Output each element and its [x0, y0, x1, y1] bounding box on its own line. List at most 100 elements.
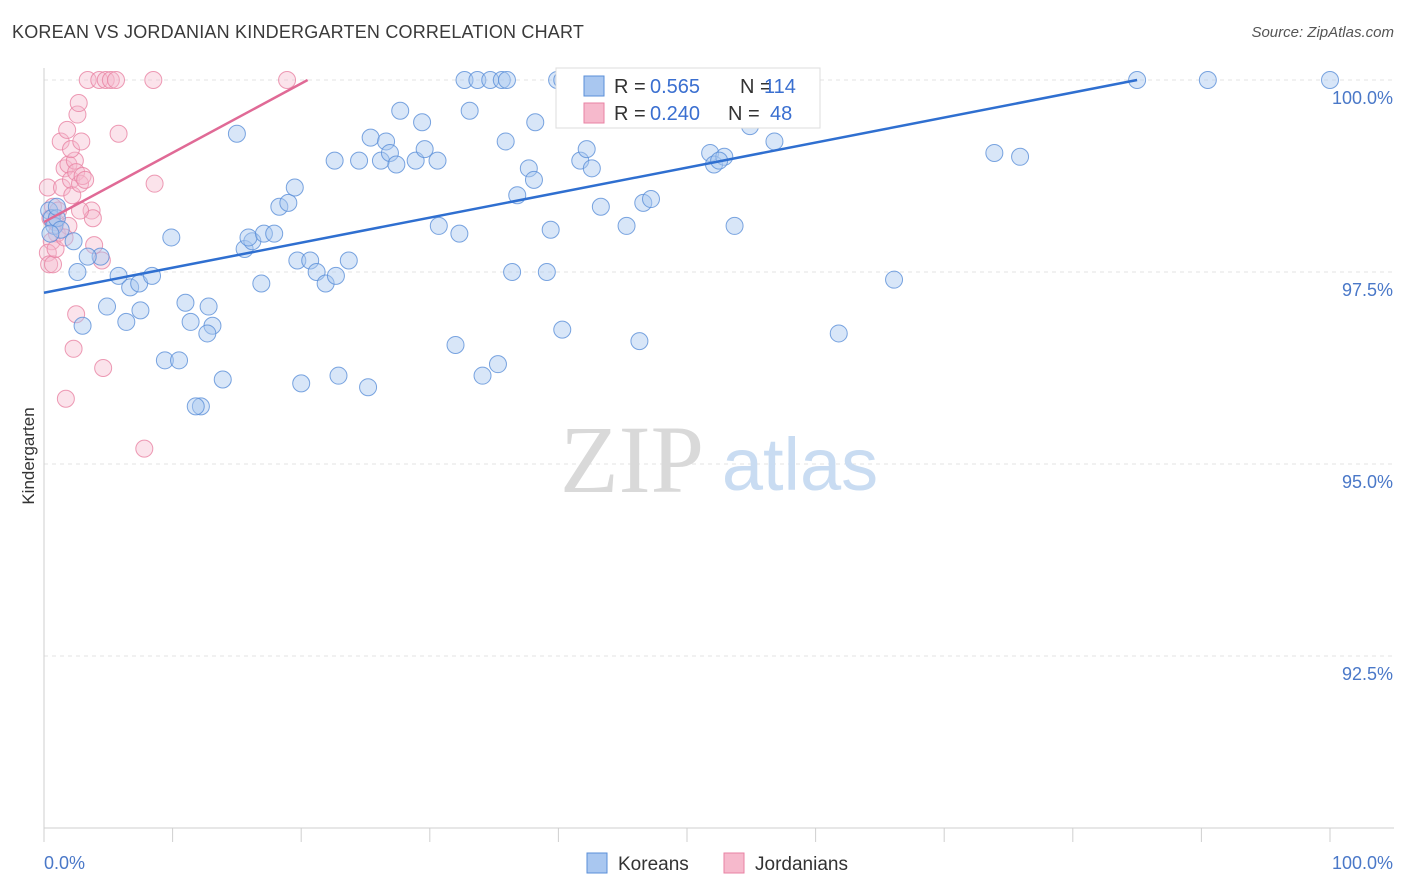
korean-point: [213, 370, 232, 389]
korean-point: [78, 247, 97, 266]
korean-point: [121, 278, 140, 297]
korean-point: [391, 101, 410, 120]
korean-point: [181, 312, 200, 331]
jordanian-point: [40, 255, 59, 274]
korean-point: [254, 224, 273, 243]
korean-point: [492, 71, 511, 89]
korean-point: [371, 151, 390, 170]
jordanian-point: [65, 151, 84, 170]
jordanian-point: [85, 236, 104, 255]
jordanians-points: [38, 71, 297, 458]
korean-point: [325, 151, 344, 170]
korean-point: [765, 132, 784, 151]
korean-point: [191, 397, 210, 416]
korean-point: [361, 128, 380, 147]
bottom-legend-swatch-jordanians: [723, 852, 745, 874]
x-tick-label-1: 100.0%: [1332, 853, 1393, 873]
korean-point: [98, 297, 117, 316]
korean-point: [985, 143, 1004, 162]
legend-r-label-2: R =: [614, 103, 646, 125]
korean-point: [428, 151, 447, 170]
korean-point: [541, 220, 560, 239]
korean-point: [429, 216, 448, 235]
jordanian-point: [96, 71, 115, 89]
x-tick-label-0: 0.0%: [44, 853, 85, 873]
series-legend: Koreans Jordanians: [586, 852, 848, 875]
korean-point: [199, 297, 218, 316]
korean-point: [377, 132, 396, 151]
jordanian-point: [107, 71, 126, 89]
korean-point: [301, 251, 320, 270]
jordanian-point: [145, 174, 164, 193]
korean-point: [339, 251, 358, 270]
jordanian-point: [38, 178, 57, 197]
korean-point: [359, 378, 378, 397]
korean-point: [155, 351, 174, 370]
jordanian-point: [278, 71, 297, 89]
korean-point: [91, 247, 110, 266]
korean-point: [496, 132, 515, 151]
jordanian-point: [51, 132, 70, 151]
korean-point: [446, 335, 465, 354]
korean-point: [186, 397, 205, 416]
axes: [43, 68, 1394, 842]
legend-r-value-koreans: 0.565: [650, 76, 700, 98]
korean-point: [252, 274, 271, 293]
korean-point: [326, 266, 345, 285]
korean-point: [239, 228, 258, 247]
korean-point: [131, 301, 150, 320]
korean-point: [415, 140, 434, 159]
korean-point: [162, 228, 181, 247]
korean-point: [329, 366, 348, 385]
korean-point: [701, 143, 720, 162]
bottom-legend-koreans: Koreans: [618, 854, 689, 875]
jordanian-point: [72, 132, 91, 151]
korean-point: [227, 124, 246, 143]
jordanian-point: [44, 255, 63, 274]
korean-point: [292, 374, 311, 393]
korean-point: [64, 232, 83, 251]
korean-point: [526, 113, 545, 132]
korean-point: [582, 159, 601, 178]
korean-point: [630, 332, 649, 351]
korean-point: [380, 143, 399, 162]
jordanian-point: [56, 389, 75, 408]
jordanian-point: [76, 170, 95, 189]
jordanian-point: [109, 124, 128, 143]
watermark-atlas: atlas: [722, 423, 878, 506]
y-tick-label-1: 97.5%: [1342, 280, 1393, 300]
koreans-trend-line: [43, 78, 1138, 294]
korean-point: [1321, 71, 1339, 89]
y-tick-labels: 100.0% 97.5% 95.0% 92.5%: [1332, 88, 1393, 684]
y-tick-label-2: 95.0%: [1342, 472, 1393, 492]
korean-point: [285, 178, 304, 197]
korean-point: [524, 170, 543, 189]
jordanian-point: [53, 178, 72, 197]
korean-point: [265, 224, 284, 243]
jordanian-point: [68, 105, 87, 124]
korean-point: [553, 320, 572, 339]
korean-point: [497, 71, 516, 89]
korean-point: [279, 193, 298, 212]
x-tick-labels: 0.0% 100.0%: [44, 853, 1393, 873]
korean-point: [288, 251, 307, 270]
korean-point: [885, 270, 904, 289]
korean-point: [170, 351, 189, 370]
korean-point: [73, 316, 92, 335]
korean-point: [117, 312, 136, 331]
korean-point: [1198, 71, 1217, 89]
korean-point: [198, 324, 217, 343]
korean-point: [591, 197, 610, 216]
korean-point: [641, 190, 660, 209]
korean-point: [387, 155, 406, 174]
korean-point: [270, 197, 289, 216]
legend-n-label-2: N =: [728, 103, 760, 125]
jordanians-trend-line: [43, 78, 309, 224]
jordanian-point: [94, 359, 113, 377]
legend-r-label-1: R =: [614, 76, 646, 98]
korean-point: [455, 71, 474, 89]
korean-point: [413, 113, 432, 132]
korean-point: [488, 355, 507, 374]
korean-point: [577, 140, 596, 159]
